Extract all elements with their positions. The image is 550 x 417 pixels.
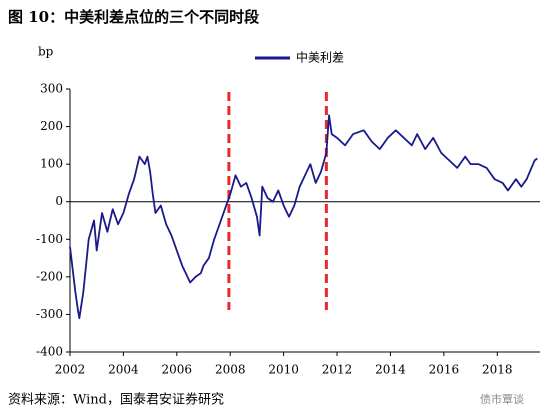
chart-title: 图 10：中美利差点位的三个不同时段 bbox=[8, 8, 259, 26]
y-tick-label: -100 bbox=[36, 232, 63, 246]
x-tick-label: 2008 bbox=[215, 363, 246, 377]
x-tick-label: 2006 bbox=[162, 363, 193, 377]
y-axis-label: bp bbox=[38, 45, 54, 59]
x-tick-label: 2014 bbox=[375, 363, 406, 377]
y-tick-label: 100 bbox=[40, 157, 63, 171]
y-tick-label: 0 bbox=[55, 194, 63, 208]
y-tick-label: -400 bbox=[36, 345, 63, 359]
x-tick-label: 2002 bbox=[55, 363, 86, 377]
x-tick-label: 2016 bbox=[429, 363, 460, 377]
x-tick-label: 2010 bbox=[268, 363, 299, 377]
y-tick-label: -300 bbox=[36, 307, 63, 321]
x-tick-label: 2018 bbox=[482, 363, 513, 377]
x-tick-label: 2012 bbox=[322, 363, 353, 377]
watermark: 债市覃谈 bbox=[480, 392, 524, 406]
legend-label: 中美利差 bbox=[296, 50, 344, 65]
y-tick-label: -200 bbox=[36, 269, 63, 283]
source: 资料来源：Wind，国泰君安证券研究 bbox=[8, 392, 224, 408]
y-tick-label: 200 bbox=[40, 119, 63, 133]
series-line bbox=[69, 114, 538, 320]
x-tick-label: 2004 bbox=[108, 363, 139, 377]
y-tick-label: 300 bbox=[40, 82, 63, 96]
